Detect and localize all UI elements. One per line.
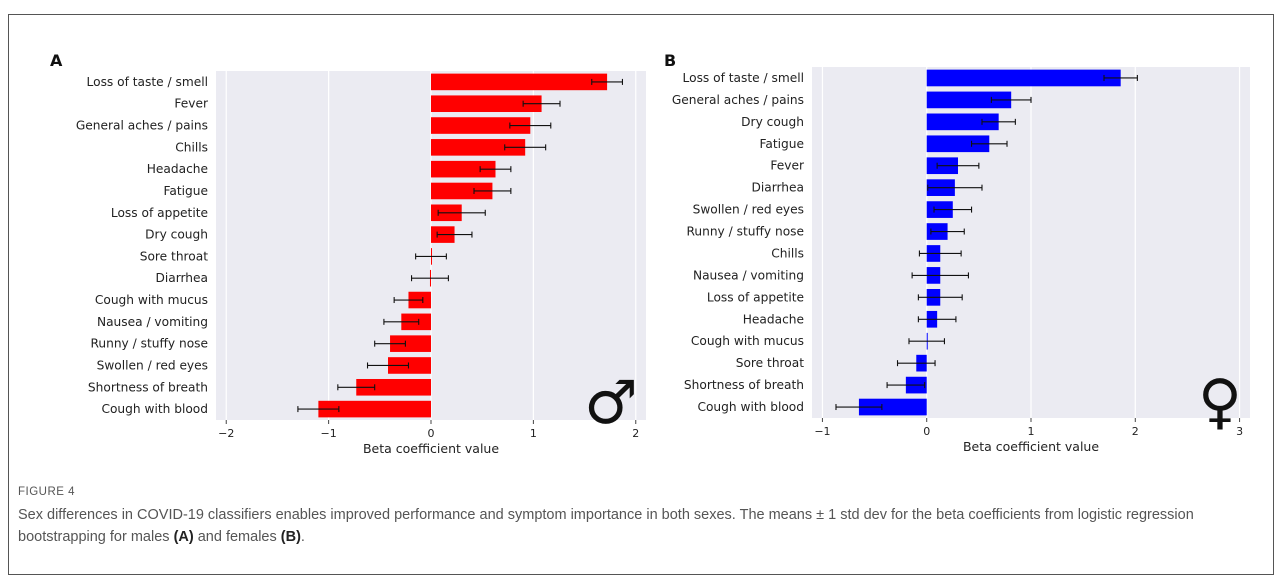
panel-a-category-label: Fever: [174, 97, 209, 111]
panel-b-category-label: Fever: [770, 159, 805, 173]
panel-b-bar: [926, 69, 1121, 87]
panel-a-chart: −2 −1 0 1 2 Loss of taste / smell Fever General…: [50, 51, 646, 456]
panel-b-x-tick-label: 2: [1132, 425, 1139, 438]
panel-b-category-label: Swollen / red eyes: [693, 203, 804, 217]
panel-a-category-label: Headache: [147, 162, 208, 176]
panel-a-category-label: Loss of appetite: [111, 206, 208, 220]
panel-a-bar: [388, 357, 431, 374]
panel-a-category-label: Fatigue: [164, 184, 208, 198]
panel-b-panel-label: B: [664, 51, 676, 70]
panel-a-category-label: Diarrhea: [155, 271, 208, 285]
panel-b-category-label: Cough with blood: [697, 400, 804, 414]
caption-ref-a: (A): [173, 529, 194, 545]
panel-a-category-label: Sore throat: [140, 249, 208, 263]
panel-a-bar: [431, 182, 493, 200]
panel-a-bar: [431, 160, 496, 178]
panel-b-chart: −1 0 1 2 3 Loss of taste / smell General aches…: [664, 51, 1250, 454]
panel-b-bar: [858, 398, 927, 416]
panel-a-bar: [318, 400, 431, 418]
panel-a-category-label: Loss of taste / smell: [87, 75, 208, 89]
panel-b-x-tick-label: −1: [814, 425, 830, 438]
panel-b-category-label: Runny / stuffy nose: [686, 225, 804, 239]
panel-a-panel-label: A: [50, 51, 63, 70]
panel-b-category-label: Dry cough: [741, 115, 804, 129]
panel-b-category-label: Loss of taste / smell: [683, 71, 804, 85]
panel-b-category-label: Shortness of breath: [684, 378, 804, 392]
caption-text: Sex differences in COVID-19 classifiers …: [18, 504, 1268, 548]
panel-a-bar: [431, 73, 608, 91]
caption-text-3: .: [300, 529, 305, 545]
panel-b-x-tick-label: 1: [1028, 425, 1035, 438]
panel-b-bar: [926, 135, 990, 153]
panel-b-category-label: Chills: [771, 246, 804, 260]
panel-a-x-axis-label: Beta coefficient value: [363, 441, 499, 456]
panel-b-category-label: Sore throat: [736, 356, 804, 370]
panel-a-category-label: Nausea / vomiting: [97, 315, 208, 329]
caption-text-1: Sex differences in COVID-19 classifiers …: [18, 507, 1194, 545]
panel-a-x-tick-label: 1: [530, 427, 537, 440]
panel-a-bar: [356, 378, 431, 396]
panel-b-category-label: Nausea / vomiting: [693, 268, 804, 282]
panel-a-category-label: Chills: [175, 140, 208, 154]
panel-b-category-label: General aches / pains: [672, 93, 804, 107]
panel-a-bar: [431, 95, 542, 113]
panel-a-category-label: Dry cough: [145, 228, 208, 242]
figure-caption: FIGURE 4 Sex differences in COVID-19 cla…: [18, 486, 1268, 548]
panel-a-category-label: Shortness of breath: [88, 380, 208, 394]
panel-b-x-tick-label: 0: [923, 425, 930, 438]
panel-a-category-label: Runny / stuffy nose: [90, 337, 208, 351]
panel-a-bar: [390, 335, 431, 352]
panel-b-category-label: Loss of appetite: [707, 290, 804, 304]
panel-a-bar: [431, 117, 531, 134]
panel-a-category-label: Swollen / red eyes: [97, 358, 208, 372]
caption-ref-b: (B): [280, 529, 301, 545]
panel-b-x-axis-label: Beta coefficient value: [963, 439, 1099, 454]
figure-charts: −2 −1 0 1 2 Loss of taste / smell Fever General…: [50, 51, 1250, 456]
panel-b-sex-symbol: ♀: [1198, 367, 1242, 437]
panel-b-x-tick-label: 3: [1236, 425, 1243, 438]
panel-b-category-label: Cough with mucus: [691, 334, 804, 348]
panel-a-category-label: Cough with blood: [101, 402, 208, 416]
panel-b-category-label: Diarrhea: [751, 181, 804, 195]
panel-a-category-label: Cough with mucus: [95, 293, 208, 307]
panel-a-category-label: General aches / pains: [76, 119, 208, 133]
panel-a-bar: [431, 139, 526, 156]
panel-a-x-tick-label: −1: [321, 427, 337, 440]
panel-a-x-tick-label: 0: [428, 427, 435, 440]
panel-a-x-tick-label: 2: [632, 427, 639, 440]
panel-a-sex-symbol: ♂: [584, 368, 638, 438]
panel-a-x-tick-label: −2: [218, 427, 234, 440]
panel-b-bar: [926, 91, 1012, 109]
panel-b-bar: [926, 113, 999, 131]
caption-text-2: and females: [193, 529, 281, 545]
caption-label: FIGURE 4: [18, 486, 76, 498]
panel-b-category-label: Fatigue: [760, 137, 804, 151]
panel-b-category-label: Headache: [743, 312, 804, 326]
